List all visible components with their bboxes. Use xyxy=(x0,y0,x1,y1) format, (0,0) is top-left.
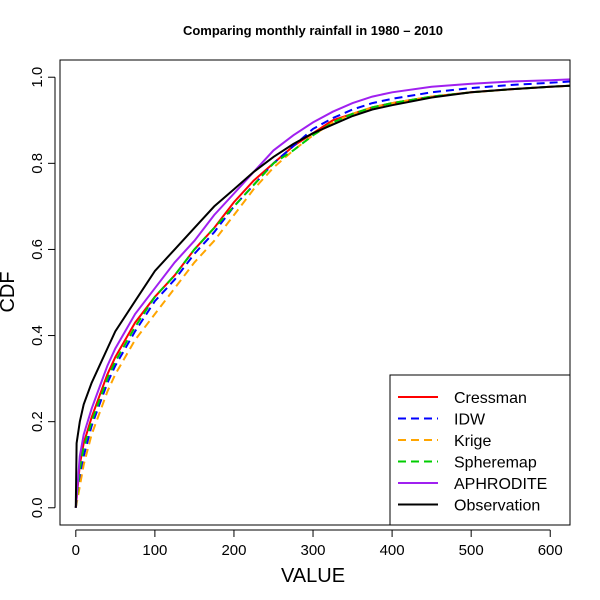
legend-label: APHRODITE xyxy=(454,476,547,493)
legend-box xyxy=(389,374,571,526)
legend-label: IDW xyxy=(454,412,486,429)
chart-title: Comparing monthly rainfall in 1980 – 201… xyxy=(183,23,443,38)
series-line-idw xyxy=(74,80,571,508)
legend-label: Observation xyxy=(454,498,540,515)
legend: Cressman IDW Krige Spheremap APHRODITE Observ… xyxy=(389,374,571,526)
y-tick-label: 1.0 xyxy=(29,67,46,88)
y-tick-label: 0.4 xyxy=(29,325,46,346)
y-tick-label: 0.0 xyxy=(29,497,46,518)
legend-label: Krige xyxy=(454,433,491,450)
y-tick-label: 0.2 xyxy=(29,411,46,432)
y-tick-label: 0.8 xyxy=(29,153,46,174)
x-tick-label: 600 xyxy=(538,542,563,559)
x-tick-label: 0 xyxy=(72,542,80,559)
series-line-krige xyxy=(74,84,571,508)
x-axis: 0 100 200 300 400 500 600 xyxy=(72,529,563,559)
legend-label: Cressman xyxy=(454,390,527,407)
legend-label: Spheremap xyxy=(454,455,537,472)
x-axis-title: VALUE xyxy=(281,565,345,587)
x-tick-label: 300 xyxy=(301,542,326,559)
plot-frame xyxy=(59,59,571,526)
series-line-spheremap xyxy=(74,84,571,508)
x-tick-label: 200 xyxy=(221,542,246,559)
x-tick-label: 100 xyxy=(142,542,167,559)
series-line-aphrodite xyxy=(74,78,571,508)
y-axis-title: CDF xyxy=(0,271,19,312)
plot-area xyxy=(74,78,571,508)
series-line-observation xyxy=(74,84,571,508)
x-tick-label: 400 xyxy=(380,542,405,559)
x-tick-label: 500 xyxy=(459,542,484,559)
y-axis: 0.0 0.2 0.4 0.6 0.8 1.0 xyxy=(29,67,56,518)
y-tick-label: 0.6 xyxy=(29,239,46,260)
